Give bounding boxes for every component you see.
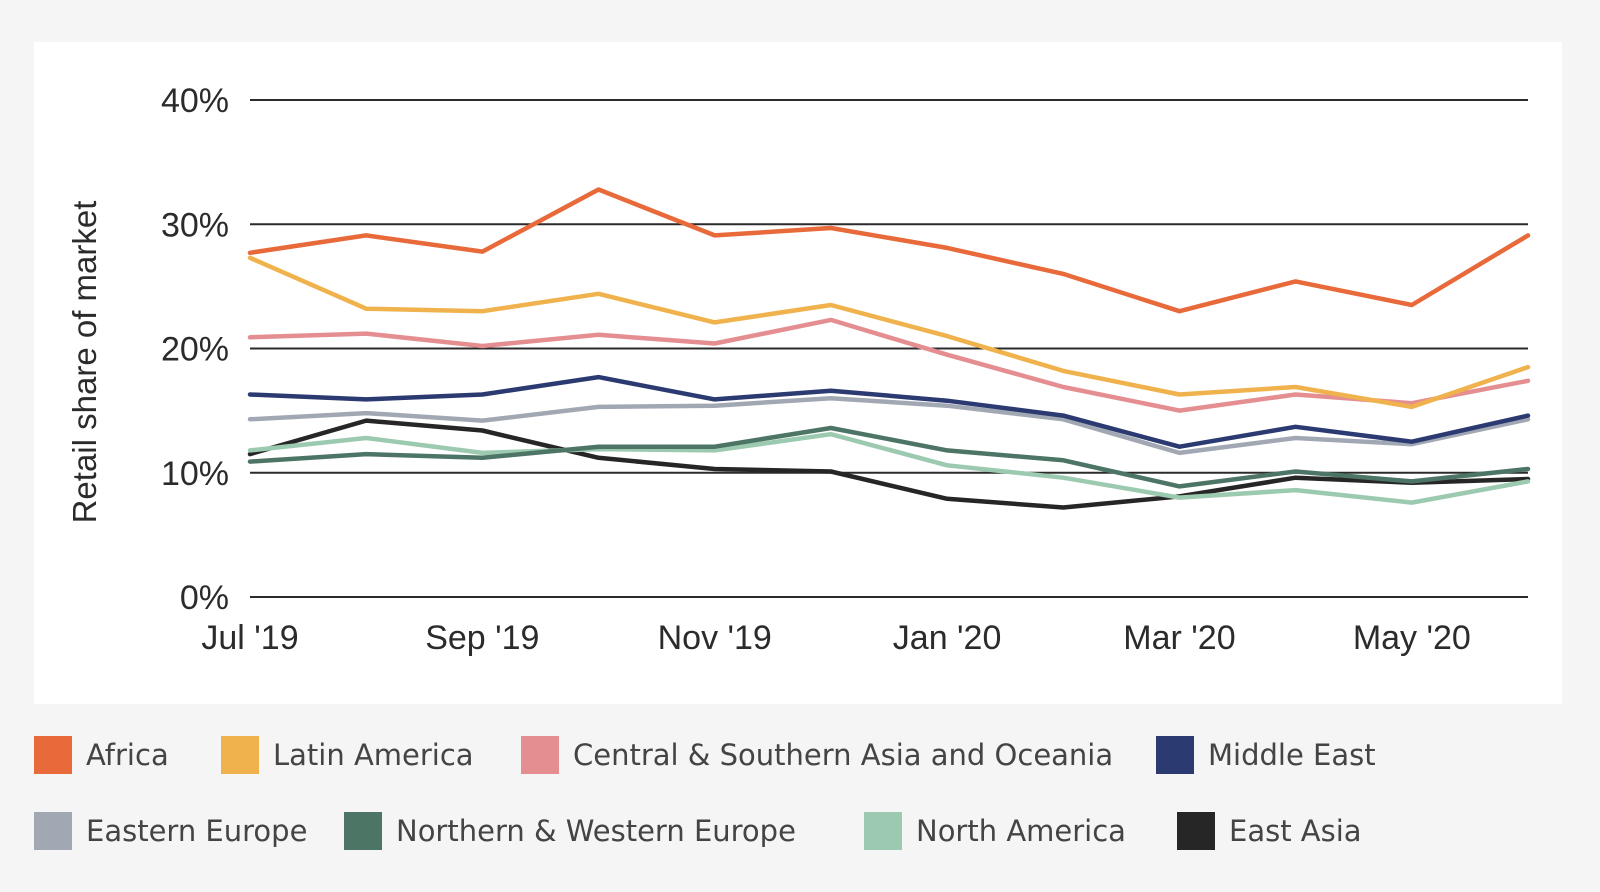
legend-swatch — [1156, 736, 1194, 774]
gridlines — [250, 99, 1528, 598]
series-line-africa — [247, 187, 1531, 314]
x-axis-ticks: Jul '19 Sep '19 Nov '19 Jan '20 Mar '20 May '… — [201, 619, 1470, 657]
legend-label: East Asia — [1229, 814, 1362, 848]
series-line-northern-western-europe — [247, 425, 1531, 489]
legend-label: Eastern Europe — [86, 814, 308, 848]
legend-label: Latin America — [273, 738, 474, 772]
legend-label: North America — [916, 814, 1126, 848]
legend-item: Eastern Europe — [34, 811, 307, 851]
x-tick-label: Mar '20 — [1123, 619, 1235, 657]
legend-label: Northern & Western Europe — [396, 814, 796, 848]
legend-swatch — [1177, 812, 1215, 850]
y-tick-label: 40% — [161, 82, 229, 120]
legend-swatch — [864, 812, 902, 850]
y-tick-label: 10% — [161, 455, 229, 493]
series-line-middle-east — [247, 374, 1531, 449]
legend-label: Africa — [86, 738, 169, 772]
legend-item: Northern & Western Europe — [344, 811, 796, 851]
legend-swatch — [344, 812, 382, 850]
legend-item: Africa — [34, 735, 169, 775]
legend-label: Middle East — [1208, 738, 1376, 772]
legend-swatch — [34, 736, 72, 774]
legend-item: East Asia — [1177, 811, 1362, 851]
series-line-central-southern-asia-and-oceania — [247, 317, 1531, 413]
series-line-latin-america — [247, 255, 1531, 410]
x-tick-label: Sep '19 — [425, 619, 539, 657]
legend-swatch — [221, 736, 259, 774]
y-tick-label: 30% — [161, 206, 229, 244]
chart-panel — [34, 42, 1562, 704]
x-tick-label: Nov '19 — [658, 619, 772, 657]
legend-item: Middle East — [1156, 735, 1376, 775]
x-tick-label: Jul '19 — [201, 619, 298, 657]
legend-item: Latin America — [221, 735, 474, 775]
series-line-east-asia — [247, 418, 1531, 510]
series-lines — [247, 187, 1531, 510]
legend-label: Central & Southern Asia and Oceania — [573, 738, 1114, 772]
y-tick-label: 0% — [180, 579, 229, 617]
legend-item: North America — [864, 811, 1126, 851]
series-line-north-america — [247, 431, 1531, 505]
y-axis-ticks: 0% 10% 20% 30% 40% — [161, 82, 229, 617]
y-tick-label: 20% — [161, 331, 229, 369]
legend-swatch — [521, 736, 559, 774]
y-axis-label: Retail share of market — [66, 201, 103, 524]
legend-item: Central & Southern Asia and Oceania — [521, 735, 1113, 775]
series-line-eastern-europe — [247, 395, 1531, 456]
legend-swatch — [34, 812, 72, 850]
x-tick-label: May '20 — [1353, 619, 1471, 657]
x-tick-label: Jan '20 — [893, 619, 1002, 657]
